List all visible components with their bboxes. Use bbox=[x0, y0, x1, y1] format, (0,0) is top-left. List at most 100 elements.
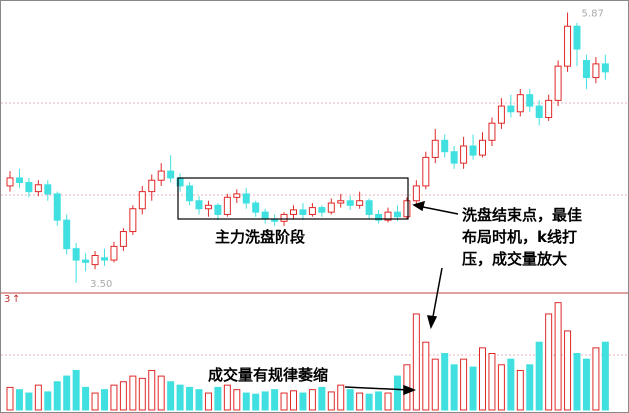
volume-bar bbox=[356, 392, 364, 411]
volume-bar bbox=[44, 391, 52, 411]
arrows bbox=[344, 200, 459, 396]
volume-bar bbox=[6, 386, 14, 411]
candle-body bbox=[601, 63, 609, 73]
candle-body bbox=[34, 184, 42, 193]
volume-bar bbox=[582, 358, 590, 411]
volume-bar bbox=[261, 391, 269, 411]
annotation: 主力洗盘阶段 bbox=[215, 228, 305, 246]
volume-bar bbox=[195, 389, 203, 411]
candle-body bbox=[535, 105, 543, 118]
volume-bar bbox=[592, 347, 600, 411]
high-label: 5.87 bbox=[582, 9, 604, 20]
candle-body bbox=[6, 177, 14, 187]
volume-bar bbox=[138, 377, 146, 411]
candle-body bbox=[91, 255, 99, 266]
candle-body bbox=[308, 207, 316, 215]
volume-bar bbox=[214, 386, 222, 411]
candle-body bbox=[582, 59, 590, 79]
candle-body bbox=[564, 25, 572, 67]
candle-body bbox=[573, 25, 581, 50]
annotation: 洗盘结束点，最佳 bbox=[462, 206, 582, 224]
candle-body bbox=[422, 156, 430, 187]
volume-bar bbox=[488, 353, 496, 411]
volume-bar bbox=[412, 313, 420, 411]
candle-body bbox=[554, 65, 562, 101]
candle-body bbox=[403, 200, 411, 218]
annotation: 成交量有规律萎缩 bbox=[208, 366, 328, 384]
volume-bar bbox=[82, 386, 90, 411]
volume-bar bbox=[186, 386, 194, 411]
candle-body bbox=[346, 200, 354, 206]
candle-body bbox=[53, 193, 61, 221]
volume-bar bbox=[53, 381, 61, 411]
volume-bar bbox=[601, 341, 609, 411]
candle-body bbox=[507, 105, 515, 113]
volume-bar bbox=[308, 389, 316, 411]
low-label: 3.50 bbox=[90, 279, 112, 290]
candle-body bbox=[337, 200, 345, 204]
volume-bar bbox=[101, 389, 108, 411]
volume-bar bbox=[167, 381, 175, 411]
volume-bar bbox=[299, 392, 307, 411]
volume-bar bbox=[176, 384, 184, 411]
volume-bar bbox=[545, 313, 553, 411]
candle-body bbox=[138, 191, 146, 210]
candle-body bbox=[110, 245, 118, 261]
candle-body bbox=[119, 231, 127, 247]
annotation: 布局时机，k线打 bbox=[462, 228, 577, 246]
volume-label: 3 bbox=[4, 294, 10, 305]
volume-bar bbox=[63, 375, 71, 411]
volume-bar bbox=[290, 390, 297, 411]
volume-bar bbox=[469, 366, 477, 411]
volume-bar bbox=[526, 364, 534, 411]
volume-bar bbox=[365, 393, 373, 411]
candle-body bbox=[280, 213, 288, 222]
volume-bar bbox=[441, 353, 449, 411]
volume-bar bbox=[91, 392, 99, 411]
volume-bar bbox=[280, 392, 288, 411]
volume-bar bbox=[516, 369, 524, 411]
candle-body bbox=[195, 200, 203, 210]
volume-bar bbox=[564, 330, 572, 411]
volume-bar bbox=[450, 364, 458, 411]
volume-bar bbox=[25, 392, 33, 411]
candle-body bbox=[72, 248, 80, 261]
candle-body bbox=[101, 257, 108, 261]
candle-body bbox=[441, 139, 449, 153]
candle-body bbox=[592, 63, 600, 79]
volume-bar bbox=[346, 389, 354, 411]
candle-body bbox=[25, 182, 33, 193]
volume-bar bbox=[129, 375, 137, 411]
candle-body bbox=[497, 105, 505, 124]
candle-body bbox=[233, 193, 241, 198]
candle-body bbox=[148, 179, 156, 193]
candle-body bbox=[479, 139, 486, 156]
volume-bar bbox=[507, 358, 515, 411]
volume-bar bbox=[110, 384, 118, 411]
volume-bar bbox=[393, 375, 401, 411]
candle-body bbox=[469, 145, 477, 156]
volume-bar bbox=[148, 369, 156, 411]
candle-body bbox=[412, 185, 420, 202]
candle-body bbox=[318, 207, 326, 213]
marks bbox=[6, 12, 609, 411]
volume-bar bbox=[375, 391, 383, 411]
candle-body bbox=[290, 209, 297, 215]
volume-bar bbox=[422, 341, 430, 411]
volume-bar bbox=[497, 364, 505, 411]
candle-body bbox=[186, 185, 194, 202]
volume-bar bbox=[573, 353, 581, 411]
candle-body bbox=[261, 211, 269, 220]
candle-body bbox=[516, 94, 524, 113]
candle-body bbox=[393, 211, 401, 218]
candle-body bbox=[545, 99, 553, 118]
volume-bar bbox=[337, 384, 345, 411]
candle-body bbox=[223, 196, 231, 215]
candle-body bbox=[129, 208, 137, 233]
volume-bar bbox=[271, 389, 279, 411]
candle-body bbox=[384, 211, 392, 221]
candle-body bbox=[460, 145, 468, 164]
candle-body bbox=[157, 170, 165, 181]
volume-bar bbox=[535, 341, 543, 411]
candle-body bbox=[44, 184, 52, 195]
